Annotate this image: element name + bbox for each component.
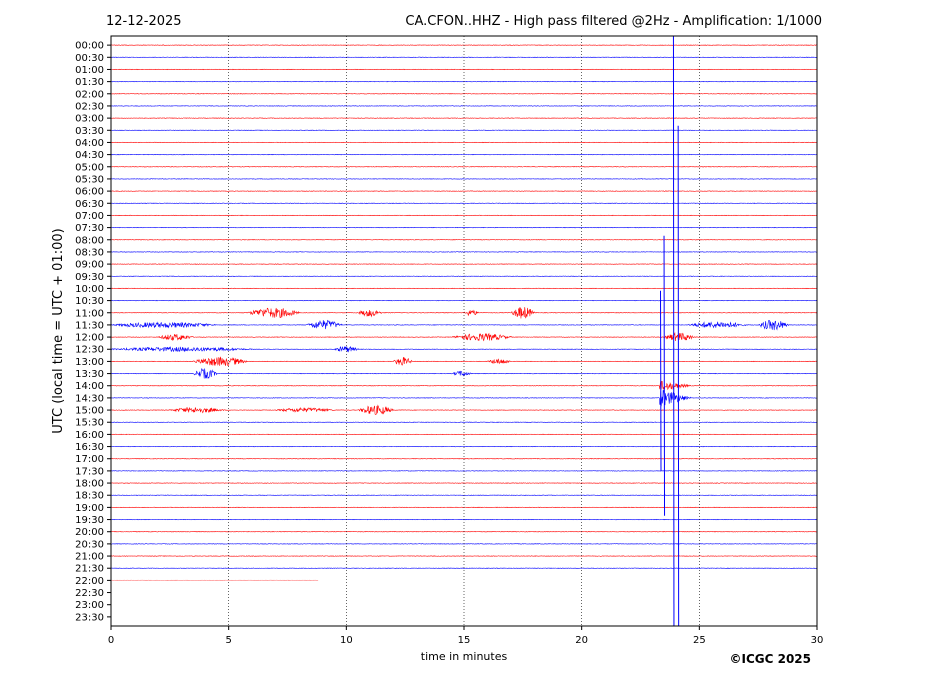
- trace-row-16:00: [110, 433, 818, 436]
- y-axis-label: UTC (local time = UTC + 01:00): [51, 228, 66, 433]
- y-tick-label: 23:30: [75, 612, 104, 623]
- y-tick-label: 22:00: [75, 576, 104, 587]
- trace-row-15:00: [110, 404, 818, 415]
- y-tick-label: 02:00: [75, 89, 104, 100]
- trace-row-12:30: [110, 346, 818, 353]
- y-tick-label: 00:00: [75, 41, 104, 52]
- y-tick-label: 12:00: [75, 333, 104, 344]
- x-tick-label: 0: [108, 635, 114, 646]
- y-tick-label: 12:30: [75, 345, 104, 356]
- trace-row-03:30: [110, 129, 818, 131]
- x-axis-label: time in minutes: [421, 650, 508, 663]
- trace-row-18:00: [110, 482, 818, 484]
- y-tick-label: 20:00: [75, 527, 104, 538]
- y-tick-label: 14:30: [75, 393, 104, 404]
- y-tick-label: 19:30: [75, 515, 104, 526]
- trace-row-16:30: [110, 445, 818, 448]
- trace-row-07:00: [110, 214, 818, 217]
- y-tick-label: 00:30: [75, 53, 104, 64]
- trace-row-21:30: [110, 567, 818, 569]
- y-tick-label: 01:30: [75, 77, 104, 88]
- trace-row-17:30: [110, 470, 818, 472]
- trace-row-13:30: [110, 367, 818, 379]
- trace-row-15:30: [110, 421, 818, 423]
- trace-row-08:00: [110, 239, 818, 241]
- earthquake-spike: [663, 235, 666, 516]
- chart-date: 12-12-2025: [106, 14, 182, 29]
- y-tick-label: 20:30: [75, 539, 104, 550]
- y-tick-label: 19:00: [75, 503, 104, 514]
- trace-row-05:00: [110, 166, 818, 168]
- y-tick-label: 01:00: [75, 65, 104, 76]
- y-tick-label: 06:00: [75, 187, 104, 198]
- earthquake-spike: [677, 125, 680, 627]
- y-tick-label: 06:30: [75, 199, 104, 210]
- trace-row-14:00: [110, 380, 818, 391]
- trace-row-05:30: [110, 178, 818, 180]
- y-tick-label: 22:30: [75, 588, 104, 599]
- x-tick-label: 20: [575, 635, 588, 646]
- trace-row-06:30: [110, 202, 818, 204]
- copyright-credit: ©ICGC 2025: [729, 652, 811, 666]
- y-tick-label: 11:00: [75, 308, 104, 319]
- chart-title: CA.CFON..HHZ - High pass filtered @2Hz -…: [405, 14, 822, 29]
- trace-row-13:00: [110, 356, 818, 366]
- trace-row-22:00: [110, 579, 319, 582]
- y-tick-label: 14:00: [75, 381, 104, 392]
- y-tick-label: 07:00: [75, 211, 104, 222]
- y-tick-label: 23:00: [75, 600, 104, 611]
- y-tick-label: 13:00: [75, 357, 104, 368]
- y-tick-label: 10:00: [75, 284, 104, 295]
- y-tick-label: 04:30: [75, 150, 104, 161]
- trace-row-06:00: [110, 190, 818, 192]
- y-tick-label: 04:00: [75, 138, 104, 149]
- x-tick-label: 30: [811, 635, 824, 646]
- y-tick-label: 09:30: [75, 272, 104, 283]
- y-tick-label: 15:00: [75, 406, 104, 417]
- y-tick-label: 16:00: [75, 430, 104, 441]
- vertical-gridlines: [228, 36, 700, 626]
- y-tick-label: 07:30: [75, 223, 104, 234]
- y-tick-label: 05:00: [75, 162, 104, 173]
- trace-row-07:30: [110, 226, 818, 229]
- y-tick-label: 03:00: [75, 114, 104, 125]
- y-tick-label: 15:30: [75, 418, 104, 429]
- y-tick-label: 18:30: [75, 491, 104, 502]
- y-tick-label: 18:00: [75, 479, 104, 490]
- y-tick-label: 13:30: [75, 369, 104, 380]
- y-tick-label: 08:30: [75, 247, 104, 258]
- x-tick-label: 10: [340, 635, 353, 646]
- y-tick-label: 21:30: [75, 564, 104, 575]
- x-axis-ticks: 0 5 10 15 20 25 30: [108, 626, 824, 646]
- trace-row-04:30: [110, 153, 818, 156]
- trace-row-14:30: [110, 390, 818, 407]
- y-tick-label: 02:30: [75, 101, 104, 112]
- earthquake-spike: [672, 35, 675, 627]
- trace-row-03:00: [110, 117, 818, 119]
- y-tick-label: 11:30: [75, 320, 104, 331]
- y-tick-label: 17:30: [75, 466, 104, 477]
- earthquake-signal: [660, 35, 680, 627]
- trace-row-17:00: [110, 458, 818, 460]
- x-tick-label: 15: [458, 635, 471, 646]
- x-tick-label: 5: [225, 635, 231, 646]
- x-tick-label: 25: [693, 635, 706, 646]
- earthquake-spike: [660, 290, 662, 471]
- y-tick-label: 08:00: [75, 235, 104, 246]
- y-tick-label: 05:30: [75, 174, 104, 185]
- y-tick-label: 17:00: [75, 454, 104, 465]
- trace-row-04:00: [110, 141, 818, 144]
- y-tick-label: 16:30: [75, 442, 104, 453]
- y-tick-label: 10:30: [75, 296, 104, 307]
- y-tick-label: 03:30: [75, 126, 104, 137]
- y-tick-label: 21:00: [75, 552, 104, 563]
- y-tick-label: 09:00: [75, 260, 104, 271]
